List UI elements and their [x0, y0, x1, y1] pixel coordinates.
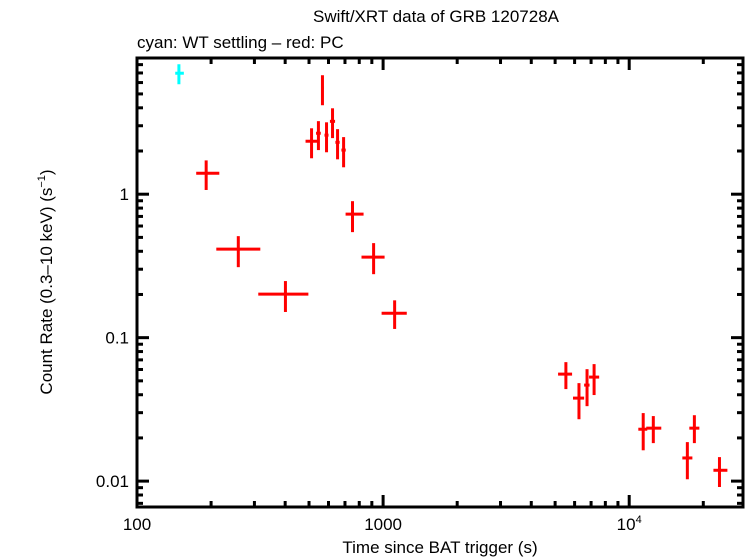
data-point — [638, 413, 648, 451]
x-axis-label: Time since BAT trigger (s) — [342, 538, 537, 557]
data-point — [345, 201, 364, 233]
x-tick-label-base: 100 — [123, 515, 151, 534]
data-point — [324, 122, 329, 153]
data-point — [196, 160, 220, 190]
data-point — [646, 416, 662, 444]
y-axis-label-close: ) — [37, 169, 56, 175]
data-point — [175, 64, 184, 85]
data-point — [589, 364, 600, 396]
plot-axes — [135, 56, 745, 509]
series-pc — [196, 75, 728, 487]
data-point — [381, 300, 407, 329]
data-point — [305, 128, 318, 159]
data-point — [713, 457, 728, 487]
chart-subtitle: cyan: WT settling – red: PC — [137, 33, 344, 52]
x-tick-labels: 100 1000 104 — [123, 514, 642, 534]
x-tick-label: 1000 — [364, 515, 402, 534]
x-tick-label: 104 — [617, 514, 642, 534]
y-axis-label-sup: −1 — [36, 175, 48, 188]
data-point — [329, 108, 336, 139]
data-point — [361, 243, 385, 275]
data-point — [320, 75, 324, 106]
data-point — [316, 121, 321, 151]
y-tick-label: 1 — [120, 185, 129, 204]
x-tick-label: 100 — [123, 515, 151, 534]
chart-title: Swift/XRT data of GRB 120728A — [313, 7, 560, 26]
plot-frame — [135, 56, 745, 509]
data-point — [341, 137, 346, 168]
data-point — [689, 415, 700, 444]
series-wt-settling — [175, 64, 184, 85]
y-tick-label: 0.01 — [96, 472, 129, 491]
y-tick-labels: 0.01 0.1 1 — [96, 185, 129, 491]
y-axis-label-main: Count Rate (0.3–10 keV) (s — [37, 188, 56, 395]
data-point — [682, 442, 693, 480]
x-tick-label-base: 1000 — [364, 515, 402, 534]
data-point — [335, 129, 340, 160]
data-point — [558, 362, 573, 390]
data-point — [216, 236, 261, 268]
y-axis-label: Count Rate (0.3–10 keV) (s−1) — [36, 169, 56, 394]
data-points — [175, 64, 728, 487]
data-point — [572, 383, 585, 420]
x-tick-label-base: 10 — [617, 515, 636, 534]
data-point — [258, 281, 309, 312]
y-tick-label: 0.1 — [105, 329, 129, 348]
x-tick-label-exponent: 4 — [636, 514, 642, 526]
data-point — [584, 369, 590, 407]
